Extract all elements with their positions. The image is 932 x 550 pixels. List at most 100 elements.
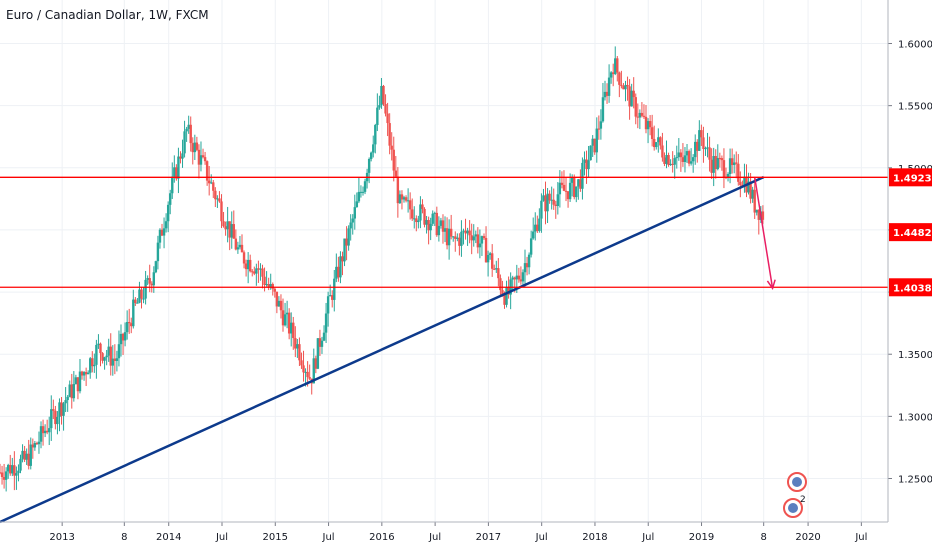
drawings xyxy=(0,175,888,524)
candle-body xyxy=(226,221,229,230)
candle-body xyxy=(708,147,711,160)
candle-body xyxy=(503,294,506,305)
candle-body xyxy=(421,204,424,209)
x-tick-label: Jul xyxy=(428,532,441,543)
candle-body xyxy=(501,290,504,295)
candle-body xyxy=(207,180,211,184)
projection-arrow[interactable] xyxy=(754,177,774,289)
candle-body xyxy=(111,358,114,366)
candle-body xyxy=(546,193,549,212)
price-axis[interactable]: 1.250001.300001.350001.400001.450001.500… xyxy=(887,0,932,522)
candle-body xyxy=(212,182,215,191)
candle-body xyxy=(681,157,685,162)
candle-body xyxy=(357,191,361,202)
candle-body xyxy=(427,220,430,231)
trendline[interactable] xyxy=(0,175,765,524)
candle-body xyxy=(306,371,309,378)
candle-body xyxy=(394,170,398,177)
candle-body xyxy=(128,322,131,324)
candle-body xyxy=(230,224,233,238)
candle-body xyxy=(536,224,539,231)
candle-body xyxy=(532,231,535,239)
event-marker-globe-icon xyxy=(792,477,802,487)
candle-body xyxy=(259,268,262,270)
candle-body xyxy=(706,147,709,149)
price-tag xyxy=(889,168,932,187)
candle-body xyxy=(302,365,305,373)
candle-body xyxy=(542,195,545,201)
candle-body xyxy=(378,105,381,108)
candle-body xyxy=(267,283,270,287)
candle-body xyxy=(587,160,590,170)
candle-body xyxy=(138,289,141,303)
x-tick-label: 2018 xyxy=(582,532,607,543)
candle-body xyxy=(312,358,315,384)
candle-body xyxy=(273,288,277,292)
candle-body xyxy=(314,358,318,369)
projection-arrow-head xyxy=(766,279,776,291)
candle-body xyxy=(193,142,197,153)
candle-body xyxy=(562,184,566,191)
candle-body xyxy=(425,220,428,225)
time-axis[interactable]: 2013 8 2014 Jul 2015 Jul 2016 Jul 2017 Jul 2018 Jul… xyxy=(0,521,888,543)
x-tick-label: Jul xyxy=(854,532,867,543)
candle-body xyxy=(121,333,125,341)
candle-body xyxy=(544,195,547,212)
candle-body xyxy=(52,409,55,411)
candle-body xyxy=(712,156,715,173)
candle-body xyxy=(626,84,629,87)
candle-body xyxy=(353,207,356,219)
candle-body xyxy=(679,152,683,158)
candle-body xyxy=(456,237,459,239)
candle-body xyxy=(328,295,332,297)
candle-body xyxy=(493,268,496,270)
candle-body xyxy=(152,272,156,286)
x-tick-label: Jul xyxy=(215,532,228,543)
y-tick-label: 1.25000 xyxy=(898,475,932,486)
event-markers[interactable]: 2 xyxy=(783,472,807,518)
candle-body xyxy=(677,152,681,158)
candle-body xyxy=(632,90,635,98)
candle-body xyxy=(517,275,521,280)
candle-body xyxy=(614,58,617,75)
candle-body xyxy=(624,84,627,90)
candle-body xyxy=(497,268,500,279)
candle-body xyxy=(33,443,37,448)
candle-body xyxy=(655,142,658,148)
candlestick-series xyxy=(0,46,765,492)
candle-body xyxy=(743,176,746,187)
candle-body xyxy=(482,236,486,238)
candle-body xyxy=(595,128,598,153)
candle-body xyxy=(585,159,588,170)
candle-body xyxy=(669,163,672,166)
candle-body xyxy=(154,261,158,273)
candle-body xyxy=(548,193,551,201)
candle-body xyxy=(443,228,447,232)
candle-body xyxy=(179,156,182,159)
candle-body xyxy=(345,238,348,246)
candle-body xyxy=(76,377,80,392)
candle-body xyxy=(657,137,660,143)
candle-body xyxy=(486,255,490,263)
candle-body xyxy=(599,121,603,129)
price-tag xyxy=(889,278,932,297)
candle-body xyxy=(195,142,199,150)
candle-body xyxy=(589,145,592,161)
candle-body xyxy=(109,346,112,366)
candle-body xyxy=(347,228,350,246)
x-tick-label: 2019 xyxy=(689,532,714,543)
candle-body xyxy=(134,299,137,303)
candle-body xyxy=(23,450,26,460)
candle-body xyxy=(554,204,557,206)
candle-body xyxy=(31,444,35,448)
candle-body xyxy=(755,209,758,213)
candle-body xyxy=(603,91,607,98)
candle-body xyxy=(283,314,287,326)
candle-body xyxy=(507,287,510,295)
candle-body xyxy=(739,181,742,186)
candle-body xyxy=(556,194,560,206)
candle-body xyxy=(166,204,170,222)
candle-body xyxy=(238,244,242,248)
